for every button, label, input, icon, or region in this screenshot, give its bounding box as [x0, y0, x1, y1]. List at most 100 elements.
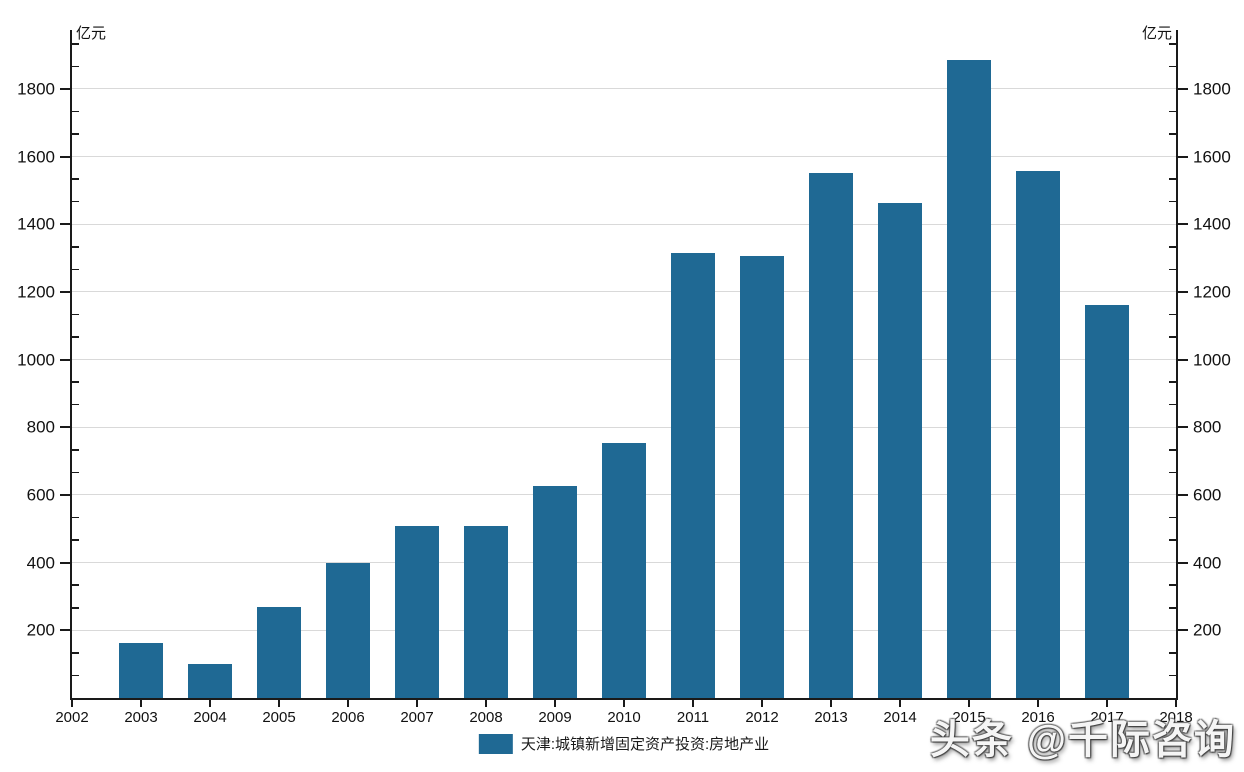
x-tick-2014: [899, 700, 901, 707]
bar-2008: [464, 526, 508, 698]
bar-2013: [809, 173, 853, 698]
y-minor-tick-left-1733: [72, 110, 79, 113]
bar-2014: [878, 203, 922, 698]
y-minor-tick-left-533: [72, 516, 79, 519]
y-minor-tick-left-1133: [72, 313, 79, 316]
y-minor-tick-left-733: [72, 449, 79, 451]
y-minor-tick-left-1267: [72, 268, 79, 271]
y-major-tick-right-200: [1178, 629, 1188, 632]
y-tick-label-right-1400: 1400: [1193, 214, 1231, 234]
y-minor-tick-right-1333: [1169, 246, 1176, 248]
x-tick-label-2013: 2013: [814, 709, 848, 726]
x-tick-2007: [416, 700, 418, 707]
y-minor-tick-right-1133: [1169, 313, 1176, 316]
y-minor-tick-left-133: [72, 652, 79, 654]
bar-2006: [326, 562, 370, 698]
x-tick-label-2009: 2009: [538, 709, 572, 726]
y-major-tick-right-800: [1178, 426, 1188, 429]
y-minor-tick-left-933: [72, 381, 79, 383]
y-major-tick-left-800: [60, 426, 70, 429]
x-tick-2003: [140, 700, 142, 707]
watermark: 头条 @千际咨询: [929, 718, 1236, 762]
bar-2015: [947, 60, 991, 698]
y-tick-label-right-600: 600: [1193, 485, 1222, 505]
y-minor-tick-right-1667: [1169, 133, 1176, 135]
y-major-tick-right-400: [1178, 561, 1188, 564]
x-tick-2018: [1175, 700, 1177, 707]
y-major-tick-left-1400: [60, 223, 70, 226]
x-tick-label-2003: 2003: [124, 709, 158, 726]
legend: 天津:城镇新增固定资产投资:房地产业: [478, 734, 770, 754]
gridline-1000: [72, 359, 1176, 361]
gridline-1800: [72, 88, 1176, 90]
bar-2010: [602, 443, 646, 698]
x-tick-label-2007: 2007: [400, 709, 434, 726]
y-tick-label-right-200: 200: [1193, 620, 1222, 640]
y-minor-tick-left-1333: [72, 246, 79, 248]
y-minor-tick-right-867: [1169, 403, 1176, 406]
y-minor-tick-left-1667: [72, 133, 79, 135]
x-tick-label-2002: 2002: [55, 709, 89, 726]
y-major-tick-right-1800: [1178, 87, 1188, 90]
x-tick-label-2005: 2005: [262, 709, 296, 726]
y-tick-label-left-1800: 1800: [17, 79, 55, 99]
x-tick-2017: [1106, 700, 1108, 707]
x-tick-2016: [1037, 700, 1039, 707]
y-major-tick-left-200: [60, 629, 70, 632]
y-major-tick-left-600: [60, 493, 70, 496]
y-minor-tick-left-1467: [72, 200, 79, 203]
y-axis-unit-left: 亿元: [76, 25, 107, 42]
y-minor-tick-left-867: [72, 403, 79, 406]
legend-label: 天津:城镇新增固定资产投资:房地产业: [520, 735, 770, 753]
y-tick-label-left-1200: 1200: [17, 282, 55, 302]
bar-2009: [533, 486, 577, 698]
y-minor-tick-right-333: [1169, 584, 1176, 586]
x-tick-label-2018: 2018: [1159, 709, 1193, 726]
y-minor-tick-right-467: [1169, 539, 1176, 541]
y-minor-tick-right-933: [1169, 381, 1176, 383]
x-tick-2011: [692, 700, 694, 707]
y-minor-tick-left-1533: [72, 178, 79, 180]
y-minor-tick-left-1933: [72, 43, 79, 45]
x-tick-2012: [761, 700, 763, 707]
y-major-tick-right-600: [1178, 493, 1188, 496]
x-tick-2005: [278, 700, 280, 707]
x-tick-label-2011: 2011: [676, 709, 710, 726]
x-tick-label-2014: 2014: [883, 709, 917, 726]
y-major-tick-right-1200: [1178, 290, 1188, 293]
x-tick-2008: [485, 700, 487, 707]
y-tick-label-left-1000: 1000: [17, 350, 55, 370]
x-axis: [70, 698, 1178, 700]
y-tick-label-left-600: 600: [26, 485, 55, 505]
gridline-1600: [72, 156, 1176, 158]
y-minor-tick-right-1067: [1169, 336, 1176, 338]
y-minor-tick-right-267: [1169, 607, 1176, 609]
y-minor-tick-right-533: [1169, 516, 1176, 519]
y-minor-tick-right-1267: [1169, 268, 1176, 271]
x-tick-label-2012: 2012: [745, 709, 779, 726]
y-minor-tick-right-1533: [1169, 178, 1176, 180]
y-minor-tick-right-1933: [1169, 43, 1176, 45]
y-major-tick-left-1200: [60, 290, 70, 293]
y-tick-label-left-200: 200: [26, 620, 55, 640]
x-tick-2004: [209, 700, 211, 707]
bar-2007: [395, 525, 439, 698]
y-minor-tick-right-67: [1169, 674, 1176, 677]
bar-2017: [1085, 305, 1129, 698]
x-tick-2013: [830, 700, 832, 707]
y-tick-label-left-1600: 1600: [17, 147, 55, 167]
y-minor-tick-right-1467: [1169, 200, 1176, 203]
y-tick-label-right-400: 400: [1193, 553, 1222, 573]
y-tick-label-left-400: 400: [26, 553, 55, 573]
x-tick-2002: [71, 700, 73, 707]
y-tick-label-right-1800: 1800: [1193, 79, 1231, 99]
y-minor-tick-right-733: [1169, 449, 1176, 451]
gridline-1400: [72, 223, 1176, 225]
y-minor-tick-left-333: [72, 584, 79, 586]
y-tick-label-left-800: 800: [26, 417, 55, 437]
y-tick-label-right-800: 800: [1193, 417, 1222, 437]
x-tick-2015: [968, 700, 970, 707]
y-minor-tick-right-667: [1169, 471, 1176, 474]
